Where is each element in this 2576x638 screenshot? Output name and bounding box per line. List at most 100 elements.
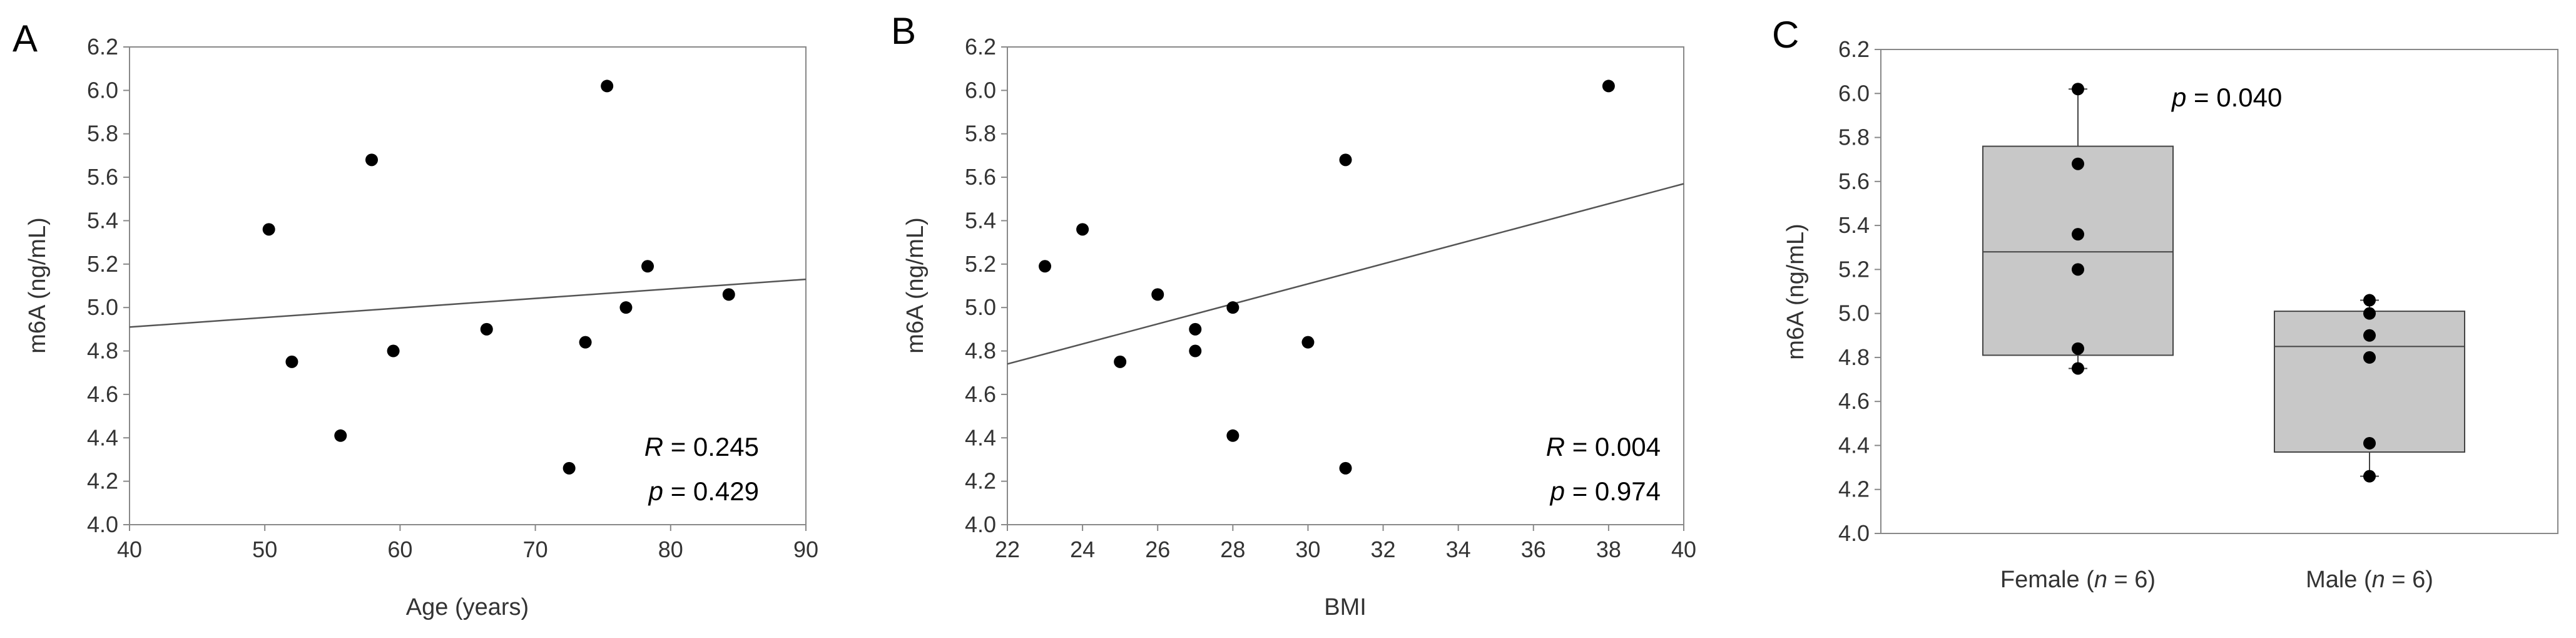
y-tick-label-2-1: 4.2 <box>1838 476 1870 502</box>
x-tick-label-0-0: 40 <box>117 537 142 562</box>
group-label-female: Female (n = 6) <box>2000 567 2156 593</box>
p-statistic-a: p = 0.429 <box>648 476 759 506</box>
y-tick-label-1-10: 6.0 <box>965 77 996 103</box>
data-point-b-9 <box>1339 153 1352 167</box>
x-tick-label-1-1: 24 <box>1070 537 1095 562</box>
y-tick-label-1-9: 5.8 <box>965 121 996 147</box>
y-tick-label-0-9: 5.8 <box>87 121 118 147</box>
data-point-a-11 <box>722 288 735 301</box>
data-point-a-0 <box>262 223 275 236</box>
panel-letter-c: C <box>1772 14 1799 56</box>
x-tick-label-1-5: 32 <box>1371 537 1396 562</box>
data-point-b-8 <box>1301 336 1315 349</box>
data-point-b-4 <box>1189 322 1202 336</box>
data-point-b-1 <box>1076 223 1089 236</box>
panel-letter-a: A <box>13 18 38 59</box>
y-tick-label-0-7: 5.4 <box>87 207 118 233</box>
scatter-panel-age: 4.0 4.2 4.4 4.6 4.8 5.0 5.2 5.4 5.6 5.8 6.0 6.2 40 50… <box>24 34 818 620</box>
x-tick-label-1-3: 28 <box>1220 537 1245 562</box>
group-label-female-n: n <box>2094 567 2107 593</box>
data-point-a-10 <box>641 260 654 273</box>
group-label-male-post: = 6) <box>2385 567 2433 593</box>
data-point-male-1 <box>2363 307 2376 320</box>
axis-ticks-b: 4.0 4.2 4.4 4.6 4.8 5.0 5.2 5.4 5.6 5.8 6.0 6.2 22 24… <box>965 34 1696 562</box>
data-point-b-11 <box>1602 80 1615 93</box>
y-tick-label-1-3: 4.6 <box>965 381 996 407</box>
data-point-male-3 <box>2363 351 2376 364</box>
p-value-c: = 0.040 <box>2186 83 2282 112</box>
x-tick-label-0-3: 70 <box>523 537 548 562</box>
r-statistic-a: R = 0.245 <box>644 432 759 461</box>
y-tick-label-2-3: 4.6 <box>1838 388 1870 414</box>
p-value-b: = 0.974 <box>1565 476 1661 506</box>
data-point-b-3 <box>1151 288 1164 301</box>
y-tick-label-0-3: 4.6 <box>87 381 118 407</box>
y-tick-label-2-5: 5.0 <box>1838 301 1870 326</box>
y-tick-label-0-1: 4.2 <box>87 468 118 494</box>
marks-a <box>129 80 807 475</box>
y-tick-label-2-0: 4.0 <box>1838 520 1870 546</box>
y-tick-label-1-2: 4.4 <box>965 424 996 450</box>
marks-c <box>1982 83 2465 483</box>
data-point-male-2 <box>2363 329 2376 342</box>
x-tick-label-0-4: 80 <box>658 537 683 562</box>
box-female <box>1982 145 2174 356</box>
r-statistic-b: R = 0.004 <box>1546 432 1661 461</box>
y-tick-label-2-11: 6.2 <box>1838 36 1870 62</box>
data-point-a-9 <box>619 301 633 314</box>
scatter-panel-bmi: 4.0 4.2 4.4 4.6 4.8 5.0 5.2 5.4 5.6 5.8 6.0 6.2 22 24… <box>902 34 1696 620</box>
x-tick-label-1-6: 34 <box>1446 537 1471 562</box>
data-point-a-4 <box>387 344 400 358</box>
data-point-a-6 <box>563 461 576 475</box>
x-axis-label-b: BMI <box>1324 594 1367 620</box>
y-tick-label-0-2: 4.4 <box>87 424 118 450</box>
p-symbol-a: p <box>648 476 663 506</box>
y-tick-label-2-10: 6.0 <box>1838 80 1870 106</box>
y-tick-label-0-10: 6.0 <box>87 77 118 103</box>
x-tick-label-1-0: 22 <box>995 537 1020 562</box>
r-value-b: = 0.004 <box>1565 432 1661 461</box>
y-tick-label-1-5: 5.0 <box>965 294 996 320</box>
data-point-a-7 <box>579 336 592 349</box>
x-axis-label-a: Age (years) <box>406 594 529 620</box>
y-axis-label-c: m6A (ng/mL) <box>1783 224 1809 360</box>
group-label-male: Male (n = 6) <box>2306 567 2433 593</box>
data-point-a-2 <box>334 429 347 442</box>
y-axis-label-a: m6A (ng/mL) <box>24 217 51 354</box>
r-value-a: = 0.245 <box>663 432 759 461</box>
y-axis-label-b: m6A (ng/mL) <box>902 217 929 354</box>
data-point-a-3 <box>365 153 378 167</box>
data-point-male-0 <box>2363 294 2376 307</box>
y-tick-label-0-11: 6.2 <box>87 34 118 59</box>
y-tick-label-0-0: 4.0 <box>87 512 118 537</box>
r-symbol-b: R <box>1546 432 1565 461</box>
y-tick-label-1-8: 5.6 <box>965 164 996 190</box>
y-tick-label-2-9: 5.8 <box>1838 125 1870 150</box>
regression-line-b <box>1007 183 1684 365</box>
y-tick-label-2-4: 4.8 <box>1838 344 1870 370</box>
x-tick-label-1-9: 40 <box>1671 537 1696 562</box>
y-tick-label-1-7: 5.4 <box>965 207 996 233</box>
data-point-b-7 <box>1226 429 1240 442</box>
data-point-male-5 <box>2363 470 2376 483</box>
p-statistic-c: p = 0.040 <box>2171 83 2282 112</box>
data-point-b-2 <box>1114 355 1127 368</box>
data-point-b-6 <box>1226 301 1240 314</box>
group-label-female-post: = 6) <box>2107 567 2156 593</box>
data-point-female-0 <box>2072 83 2084 96</box>
p-value-a: = 0.429 <box>663 476 759 506</box>
x-tick-label-1-2: 26 <box>1145 537 1170 562</box>
data-point-b-10 <box>1339 461 1352 475</box>
x-tick-label-0-1: 50 <box>252 537 277 562</box>
x-tick-label-0-2: 60 <box>387 537 412 562</box>
plot-frame-b <box>1007 46 1684 525</box>
data-point-female-4 <box>2072 342 2084 355</box>
group-label-male-pre: Male ( <box>2306 567 2372 593</box>
r-symbol-a: R <box>644 432 663 461</box>
axis-ticks-a: 4.0 4.2 4.4 4.6 4.8 5.0 5.2 5.4 5.6 5.8 6.0 6.2 40 50… <box>87 34 818 562</box>
y-tick-label-1-4: 4.8 <box>965 338 996 364</box>
x-tick-label-1-8: 38 <box>1596 537 1621 562</box>
data-point-male-4 <box>2363 436 2376 450</box>
data-point-female-5 <box>2072 362 2084 375</box>
